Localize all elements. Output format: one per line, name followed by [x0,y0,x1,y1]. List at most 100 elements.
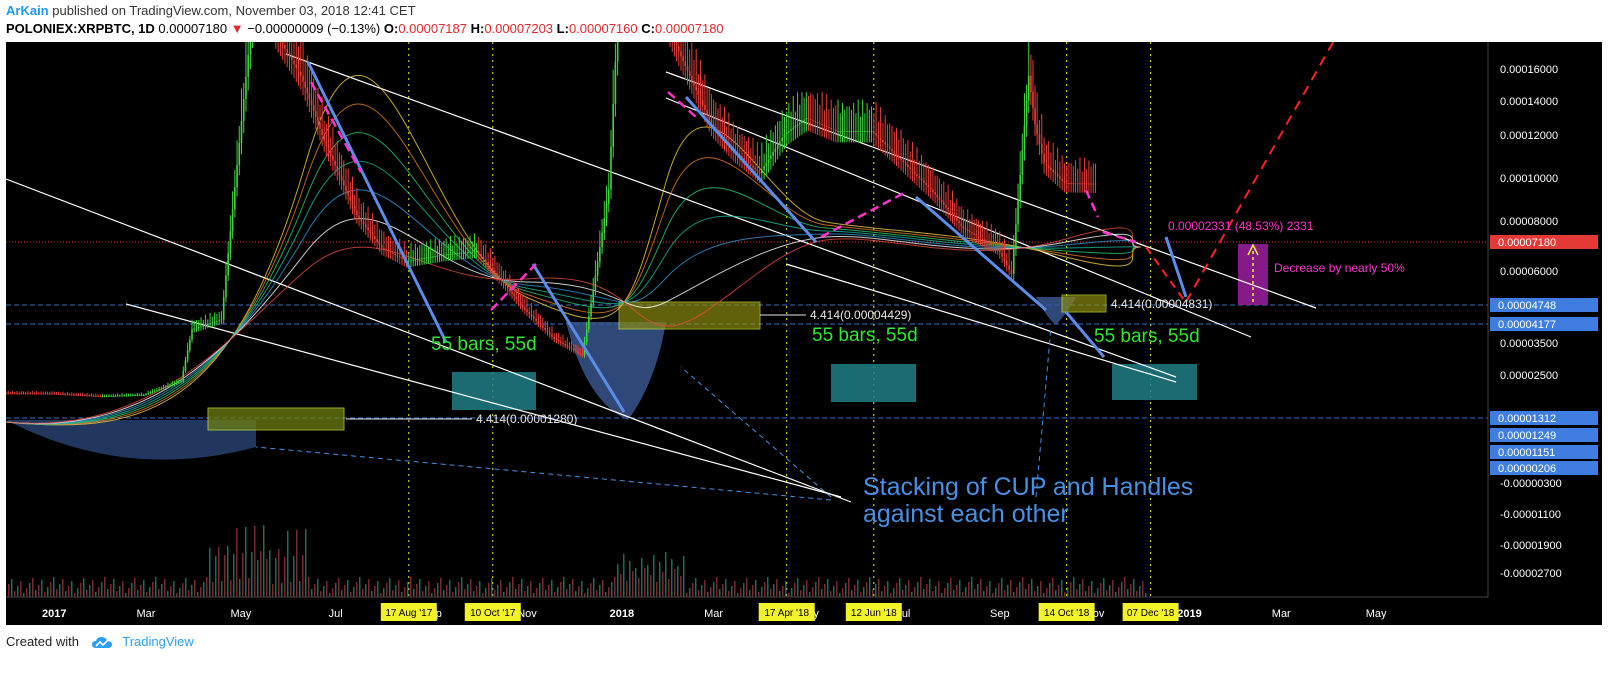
candle-body [533,316,535,319]
candle-body [369,230,372,234]
volume-bar [989,581,991,597]
volume-bar [596,590,598,597]
volume-bar [866,582,868,597]
time-tick-label: Nov [517,608,537,620]
volume-bar [893,588,895,597]
candle-body [216,321,218,322]
volume-bar [14,591,16,597]
candle-body [823,125,826,126]
volume-bar [707,592,709,597]
candle-body [336,165,339,171]
volume-bar [635,568,637,597]
candle-body [898,155,900,158]
volume-bar [188,590,190,597]
volume-bar [1103,578,1105,597]
volume-bar [767,577,769,597]
volume-bar [416,584,418,597]
candle-body [16,393,18,395]
candle-body [310,99,313,106]
candle-body [596,261,599,276]
candle-body [745,159,748,162]
volume-bar [722,584,724,597]
time-tick-label: Jul [329,608,343,620]
volume-bar [89,585,91,597]
volume-bar [200,587,202,597]
moving-average-line-2 [6,103,1142,425]
volume-bar [1019,582,1021,597]
candle-body [986,240,988,242]
volume-bar [932,591,934,597]
candle-body [79,395,82,397]
candle-body [323,134,326,141]
candle-body [895,153,898,156]
candle-body [27,393,29,395]
volume-bar [308,577,310,597]
volume-bar [299,581,301,597]
volume-bar [566,589,568,597]
symbol-name: POLONIEX:XRPBTC, 1D [6,21,155,36]
candle-body [121,395,123,397]
candle-body [886,144,889,147]
price-tick-label: 0.00012000 [1500,130,1558,142]
candle-body [204,324,207,326]
candle-body [513,293,515,297]
volume-bar [698,590,700,597]
date-marker-tag-label: 12 Jun '18 [851,608,897,619]
volume-bar [653,555,655,597]
volume-bar [788,593,790,597]
candle-body [964,228,967,230]
volume-bar [863,587,865,597]
volume-bar [86,590,88,597]
tradingview-brand-link[interactable]: TradingView [122,634,194,649]
volume-bar [152,582,154,597]
volume-bar [167,591,169,597]
price-chart[interactable]: 4.414(0.00001280) 4.414(0.00004429) 4.414(… [6,42,1602,625]
candle-body [398,256,401,258]
volume-bar [293,556,295,597]
candle-body [852,131,855,132]
candle-body [612,104,614,147]
volume-bar [941,593,943,597]
volume-bar [1022,577,1024,597]
author-link[interactable]: ArKain [6,3,49,18]
candle-body [374,236,376,240]
candle-body [888,146,891,149]
date-marker-tag-box [1122,603,1179,621]
candle-body [1043,153,1045,164]
candle-body [147,393,149,395]
candle-body [925,182,927,185]
candle-body [568,346,571,348]
candle-body [432,256,434,258]
volume-bar [224,555,226,597]
volume-bar [1142,581,1144,597]
candle-body [801,121,803,123]
candle-body [544,327,546,330]
candle-body [988,241,990,244]
candle-body [774,148,777,152]
candle-body [498,275,500,279]
volume-bar [929,579,931,597]
candle-body [378,242,381,246]
volume-bar [44,592,46,597]
candle-body [438,255,441,257]
moving-average-line-3 [6,132,1142,425]
volume-bar [536,588,538,597]
candle-body [494,270,496,273]
volume-bar [473,591,475,597]
chart-area[interactable]: 4.414(0.00001280) 4.414(0.00004429) 4.414(… [6,42,1602,625]
price-tag-label: 0.00007180 [1498,237,1556,249]
volume-bar [743,583,745,597]
volume-bar [1049,583,1051,597]
volume-bar [488,583,490,597]
volume-bar [569,584,571,597]
channel-line-4 [665,97,1252,338]
price-tick-label: 0.00016000 [1500,64,1558,76]
candle-body [469,251,471,253]
candle-body [484,259,487,263]
volume-bar [752,585,754,597]
price-tag-box [1490,298,1598,312]
candle-body [592,290,595,304]
volume-bar [881,591,883,597]
volume-bar [641,558,643,597]
candle-body [682,56,684,62]
